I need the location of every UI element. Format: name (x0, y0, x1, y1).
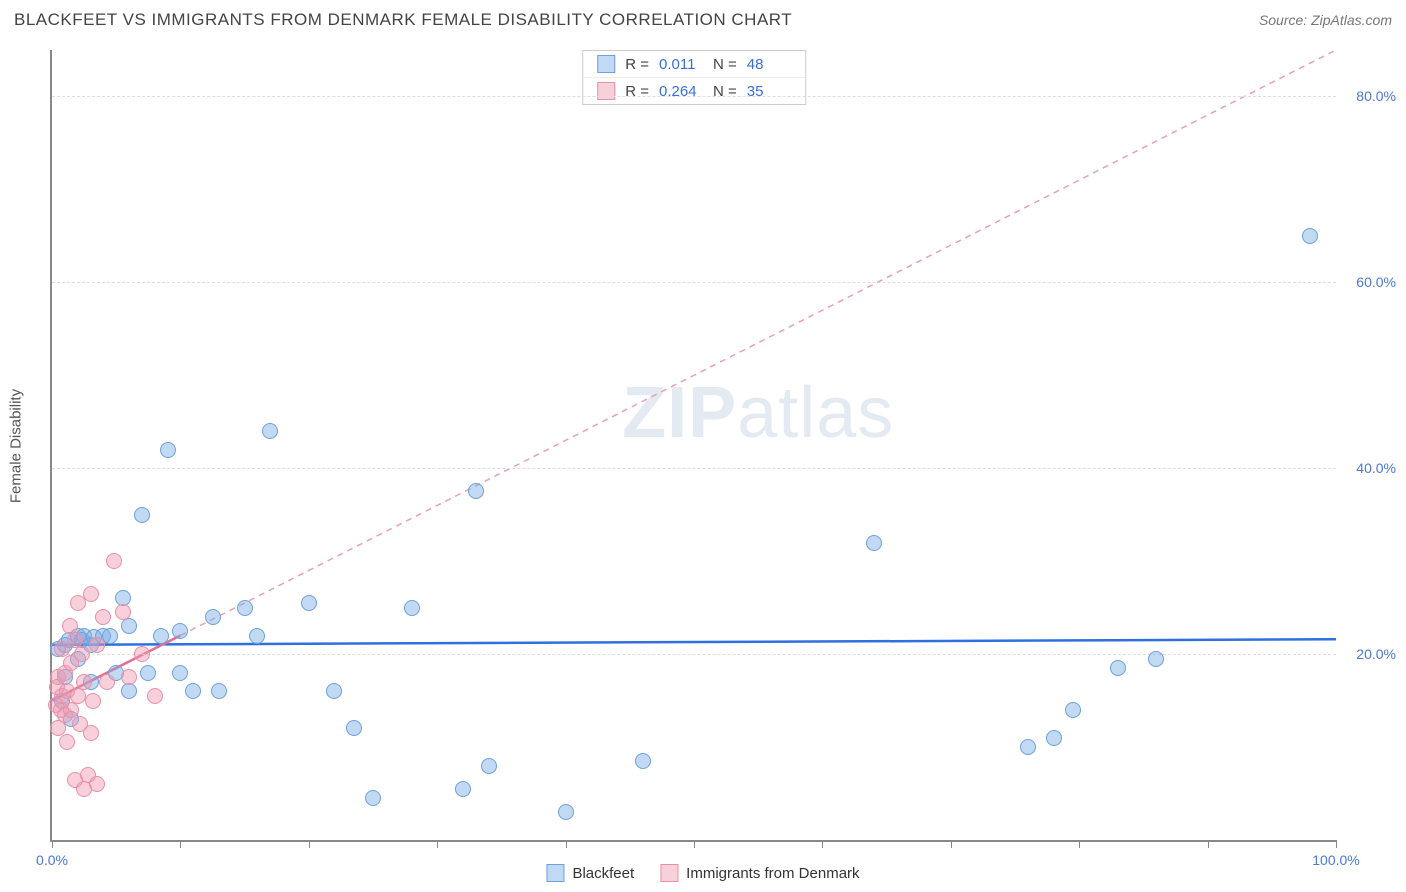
series-legend-label: Blackfeet (572, 865, 634, 882)
scatter-point-blackfeet (468, 483, 484, 499)
scatter-point-denmark (121, 669, 137, 685)
scatter-point-denmark (95, 609, 111, 625)
scatter-point-blackfeet (1302, 228, 1318, 244)
scatter-point-denmark (147, 688, 163, 704)
x-tick (694, 840, 695, 848)
scatter-point-blackfeet (301, 595, 317, 611)
watermark: ZIPatlas (622, 372, 894, 454)
scatter-point-blackfeet (172, 623, 188, 639)
source-attribution: Source: ZipAtlas.com (1259, 12, 1392, 28)
x-tick (822, 840, 823, 848)
scatter-point-blackfeet (140, 665, 156, 681)
scatter-point-blackfeet (1065, 702, 1081, 718)
watermark-rest: atlas (737, 373, 894, 453)
series-legend: Blackfeet Immigrants from Denmark (546, 864, 859, 882)
scatter-point-blackfeet (185, 683, 201, 699)
y-tick-label: 40.0% (1341, 460, 1396, 476)
x-tick (180, 840, 181, 848)
scatter-point-blackfeet (481, 758, 497, 774)
scatter-point-blackfeet (866, 535, 882, 551)
scatter-point-blackfeet (1046, 730, 1062, 746)
scatter-point-blackfeet (121, 683, 137, 699)
scatter-point-denmark (59, 734, 75, 750)
scatter-point-denmark (83, 725, 99, 741)
series-legend-item: Blackfeet (546, 864, 634, 882)
x-tick (309, 840, 310, 848)
scatter-point-blackfeet (1110, 660, 1126, 676)
scatter-point-blackfeet (365, 790, 381, 806)
source-prefix: Source: (1259, 12, 1311, 28)
x-tick-label: 100.0% (1312, 852, 1359, 868)
y-tick-label: 20.0% (1341, 646, 1396, 662)
scatter-point-blackfeet (121, 618, 137, 634)
scatter-point-blackfeet (134, 507, 150, 523)
plot-area: ZIPatlas R =0.011N =48R =0.264N =35 20.0… (50, 50, 1336, 842)
scatter-point-denmark (115, 604, 131, 620)
scatter-point-denmark (89, 776, 105, 792)
chart-title: BLACKFEET VS IMMIGRANTS FROM DENMARK FEM… (14, 10, 792, 30)
trend-line (180, 50, 1336, 636)
x-tick (52, 840, 53, 848)
gridline-horizontal (52, 654, 1336, 655)
scatter-point-blackfeet (211, 683, 227, 699)
x-tick (566, 840, 567, 848)
y-tick-label: 60.0% (1341, 274, 1396, 290)
scatter-point-blackfeet (160, 442, 176, 458)
series-legend-label: Immigrants from Denmark (686, 865, 859, 882)
stat-r-value: 0.011 (659, 56, 703, 73)
scatter-point-blackfeet (237, 600, 253, 616)
scatter-point-denmark (99, 674, 115, 690)
scatter-point-denmark (89, 637, 105, 653)
x-tick (1079, 840, 1080, 848)
legend-swatch (597, 55, 615, 73)
y-tick-label: 80.0% (1341, 88, 1396, 104)
scatter-point-denmark (134, 646, 150, 662)
stat-n-label: N = (713, 56, 737, 73)
scatter-point-blackfeet (635, 753, 651, 769)
scatter-point-blackfeet (326, 683, 342, 699)
scatter-point-denmark (83, 586, 99, 602)
scatter-point-blackfeet (249, 628, 265, 644)
scatter-point-denmark (76, 674, 92, 690)
scatter-point-blackfeet (1148, 651, 1164, 667)
scatter-point-blackfeet (404, 600, 420, 616)
scatter-point-blackfeet (205, 609, 221, 625)
x-tick (437, 840, 438, 848)
gridline-horizontal (52, 468, 1336, 469)
chart-header: BLACKFEET VS IMMIGRANTS FROM DENMARK FEM… (14, 10, 1392, 30)
scatter-point-blackfeet (346, 720, 362, 736)
x-tick (951, 840, 952, 848)
scatter-point-blackfeet (153, 628, 169, 644)
scatter-point-denmark (85, 693, 101, 709)
x-tick-label: 0.0% (36, 852, 68, 868)
trend-line (52, 639, 1336, 645)
series-legend-item: Immigrants from Denmark (660, 864, 859, 882)
scatter-point-denmark (74, 646, 90, 662)
x-tick (1208, 840, 1209, 848)
scatter-point-blackfeet (455, 781, 471, 797)
y-axis-label: Female Disability (8, 389, 25, 503)
legend-swatch (546, 864, 564, 882)
stats-legend-row: R = 0.011 N = 48 (583, 51, 805, 77)
gridline-horizontal (52, 282, 1336, 283)
source-name: ZipAtlas.com (1311, 12, 1392, 28)
legend-swatch (660, 864, 678, 882)
x-tick (1336, 840, 1337, 848)
trend-lines-layer (52, 50, 1336, 840)
scatter-point-blackfeet (172, 665, 188, 681)
scatter-point-blackfeet (1020, 739, 1036, 755)
scatter-point-denmark (106, 553, 122, 569)
watermark-bold: ZIP (622, 373, 737, 453)
stat-n-value: 48 (747, 56, 791, 73)
scatter-point-denmark (70, 688, 86, 704)
gridline-horizontal (52, 96, 1336, 97)
scatter-point-blackfeet (262, 423, 278, 439)
stats-legend-row: R =0.264N =35 (583, 77, 805, 104)
scatter-point-blackfeet (558, 804, 574, 820)
stat-r-label: R = (625, 56, 649, 73)
